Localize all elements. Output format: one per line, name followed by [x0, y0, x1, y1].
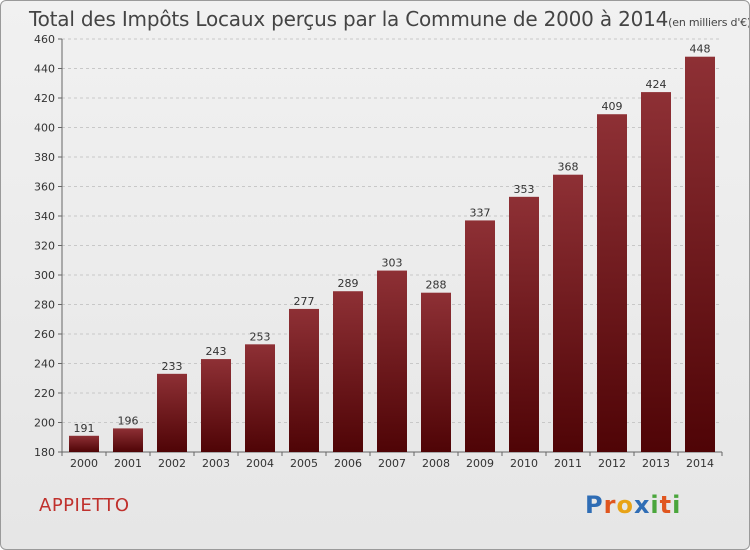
- data-label: 303: [382, 257, 403, 270]
- y-tick-label: 280: [34, 299, 55, 312]
- title-text: Total des Impôts Locaux perçus par la Co…: [29, 7, 669, 31]
- y-tick-label: 220: [34, 387, 55, 400]
- x-tick-label: 2011: [554, 457, 582, 470]
- bar: [509, 196, 539, 452]
- x-tick-label: 2002: [158, 457, 186, 470]
- x-tick-label: 2003: [202, 457, 230, 470]
- bars: [69, 56, 715, 452]
- y-tick-label: 400: [34, 122, 55, 135]
- data-label: 253: [250, 330, 271, 343]
- y-tick-label: 360: [34, 181, 55, 194]
- bar: [421, 292, 451, 452]
- logo-letter: P: [585, 491, 604, 519]
- chart-title: Total des Impôts Locaux perçus par la Co…: [29, 7, 750, 31]
- y-tick-label: 320: [34, 240, 55, 253]
- logo-letter: r: [603, 491, 617, 519]
- x-tick-label: 2001: [114, 457, 142, 470]
- bar: [465, 220, 495, 452]
- x-tick-label: 2008: [422, 457, 450, 470]
- data-labels: 191 196 233 243 253 277 289 303 288 337 353 368 409 4…: [74, 43, 711, 435]
- y-tick-label: 200: [34, 417, 55, 430]
- logo-letter: x: [633, 491, 651, 519]
- bar: [113, 428, 143, 452]
- data-label: 191: [74, 422, 95, 435]
- bar: [333, 291, 363, 452]
- y-tick-label: 180: [34, 446, 55, 459]
- data-label: 277: [294, 295, 315, 308]
- axes: 180 200 220 240 260 280 300 320 340 360 380 400 420 4…: [34, 33, 723, 470]
- y-tick-label: 440: [34, 63, 55, 76]
- x-tick-label: 2014: [686, 457, 714, 470]
- bar: [245, 344, 275, 452]
- y-tick-label: 380: [34, 151, 55, 164]
- x-tick-label: 2006: [334, 457, 362, 470]
- x-tick-label: 2010: [510, 457, 538, 470]
- bar: [289, 308, 319, 452]
- data-label: 243: [206, 345, 227, 358]
- data-label: 233: [162, 360, 183, 373]
- logo-letter: i: [672, 491, 682, 519]
- y-tick-label: 420: [34, 92, 55, 105]
- x-tick-label: 2007: [378, 457, 406, 470]
- x-tick-label: 2009: [466, 457, 494, 470]
- y-tick-label: 260: [34, 328, 55, 341]
- bar: [597, 114, 627, 452]
- bar: [201, 359, 231, 452]
- x-tick-label: 2013: [642, 457, 670, 470]
- bar: [69, 435, 99, 452]
- bar: [641, 92, 671, 452]
- y-tick-label: 460: [34, 33, 55, 46]
- unit-note: (en milliers d'€): [668, 16, 750, 29]
- logo-letter: i: [650, 491, 660, 519]
- data-label: 288: [426, 279, 447, 292]
- data-label: 409: [602, 100, 623, 113]
- x-tick-label: 2012: [598, 457, 626, 470]
- proxiti-logo[interactable]: Proxiti: [585, 491, 681, 519]
- y-tick-label: 240: [34, 358, 55, 371]
- data-label: 289: [338, 277, 359, 290]
- x-tick-label: 2005: [290, 457, 318, 470]
- data-label: 424: [646, 78, 667, 91]
- y-tick-label: 340: [34, 210, 55, 223]
- data-label: 196: [118, 414, 139, 427]
- x-tick-label: 2004: [246, 457, 274, 470]
- bar: [377, 270, 407, 452]
- commune-name: APPIETTO: [39, 495, 130, 516]
- data-label: 448: [690, 43, 711, 56]
- logo-letter: t: [659, 491, 673, 519]
- data-label: 353: [514, 183, 535, 196]
- data-label: 337: [470, 206, 491, 219]
- data-label: 368: [558, 161, 579, 174]
- bar: [553, 174, 583, 452]
- y-tick-label: 300: [34, 269, 55, 282]
- bar: [685, 56, 715, 452]
- x-tick-label: 2000: [70, 457, 98, 470]
- logo-letter: o: [616, 491, 634, 519]
- bar: [157, 373, 187, 452]
